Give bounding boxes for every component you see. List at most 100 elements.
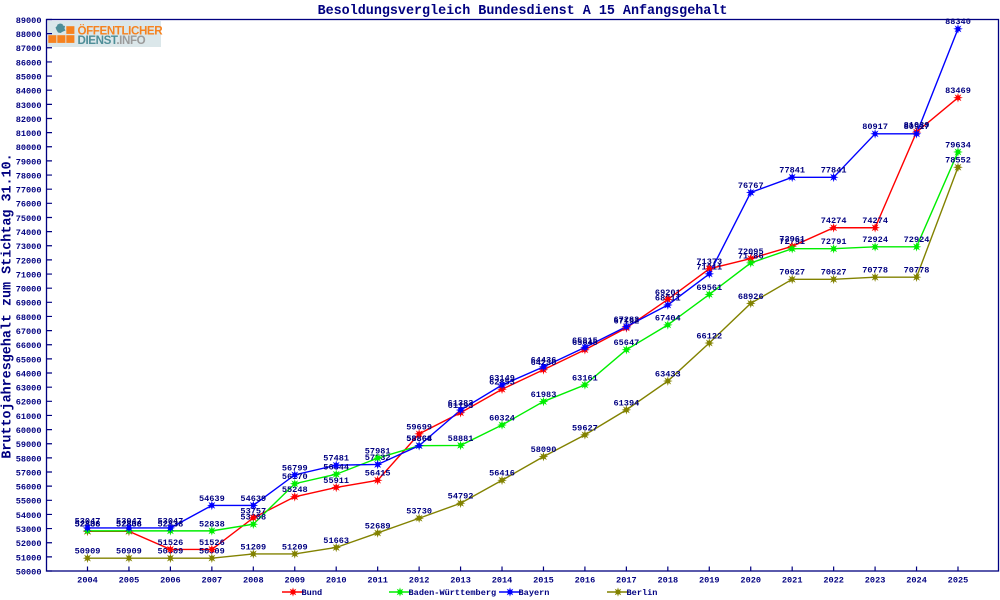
svg-text:57481: 57481: [323, 454, 349, 464]
svg-text:56000: 56000: [16, 483, 42, 493]
svg-text:66000: 66000: [16, 341, 42, 351]
svg-text:66122: 66122: [696, 331, 722, 341]
svg-text:2006: 2006: [160, 576, 181, 586]
svg-text:55248: 55248: [282, 485, 308, 495]
svg-text:Bayern: Bayern: [519, 588, 550, 598]
svg-text:60324: 60324: [489, 413, 515, 423]
svg-text:53000: 53000: [16, 525, 42, 535]
svg-text:51526: 51526: [199, 538, 225, 548]
svg-text:65000: 65000: [16, 355, 42, 365]
svg-text:2004: 2004: [77, 576, 98, 586]
svg-text:51663: 51663: [323, 536, 349, 546]
svg-text:80917: 80917: [904, 122, 930, 132]
svg-text:56799: 56799: [282, 463, 308, 473]
svg-text:2009: 2009: [284, 576, 305, 586]
svg-text:Baden-Württemberg: Baden-Württemberg: [409, 588, 497, 598]
svg-text:69201: 69201: [655, 288, 681, 298]
svg-text:59627: 59627: [572, 423, 598, 433]
svg-text:86000: 86000: [16, 58, 42, 68]
svg-text:72791: 72791: [821, 237, 847, 247]
svg-text:74274: 74274: [862, 216, 888, 226]
svg-text:79634: 79634: [945, 140, 971, 150]
svg-text:Bruttojahresgehalt zum Stichta: Bruttojahresgehalt zum Stichtag 31.10.: [1, 153, 16, 458]
svg-text:61000: 61000: [16, 412, 42, 422]
svg-text:2019: 2019: [699, 576, 720, 586]
svg-text:54792: 54792: [448, 492, 474, 502]
svg-text:61394: 61394: [613, 398, 639, 408]
svg-text:2011: 2011: [367, 576, 388, 586]
svg-text:59000: 59000: [16, 440, 42, 450]
svg-text:2021: 2021: [782, 576, 803, 586]
svg-text:65647: 65647: [613, 338, 639, 348]
svg-text:Bund: Bund: [302, 588, 323, 598]
svg-text:74274: 74274: [821, 216, 847, 226]
svg-text:63161: 63161: [572, 373, 598, 383]
svg-text:64436: 64436: [531, 355, 557, 365]
svg-text:51526: 51526: [158, 538, 184, 548]
svg-text:2016: 2016: [575, 576, 596, 586]
svg-text:52000: 52000: [16, 539, 42, 549]
svg-text:53047: 53047: [116, 516, 142, 526]
svg-text:DIENST.INFO: DIENST.INFO: [78, 34, 146, 47]
svg-text:70627: 70627: [779, 268, 805, 278]
svg-text:70627: 70627: [821, 268, 847, 278]
svg-text:58881: 58881: [448, 434, 474, 444]
svg-text:72924: 72924: [862, 235, 888, 245]
svg-text:2012: 2012: [409, 576, 430, 586]
svg-text:2018: 2018: [658, 576, 679, 586]
svg-text:63000: 63000: [16, 384, 42, 394]
svg-text:82000: 82000: [16, 115, 42, 125]
svg-text:54639: 54639: [199, 494, 225, 504]
svg-text:2024: 2024: [906, 576, 927, 586]
svg-text:51209: 51209: [240, 542, 266, 552]
svg-text:2013: 2013: [450, 576, 471, 586]
svg-text:74000: 74000: [16, 228, 42, 238]
svg-text:58864: 58864: [406, 434, 432, 444]
svg-text:55911: 55911: [323, 476, 349, 486]
svg-text:58090: 58090: [531, 445, 557, 455]
svg-text:61383: 61383: [448, 398, 474, 408]
svg-text:77000: 77000: [16, 186, 42, 196]
svg-text:83000: 83000: [16, 101, 42, 111]
svg-text:81000: 81000: [16, 129, 42, 139]
svg-text:67282: 67282: [613, 315, 639, 325]
svg-text:88000: 88000: [16, 30, 42, 40]
svg-text:2017: 2017: [616, 576, 637, 586]
svg-text:68926: 68926: [738, 292, 764, 302]
svg-text:51209: 51209: [282, 542, 308, 552]
svg-text:63433: 63433: [655, 369, 681, 379]
svg-text:ÖFFENTLICHER: ÖFFENTLICHER: [78, 25, 164, 38]
svg-text:80000: 80000: [16, 143, 42, 153]
svg-text:81039: 81039: [904, 120, 930, 130]
svg-text:57000: 57000: [16, 468, 42, 478]
svg-text:54639: 54639: [240, 494, 266, 504]
svg-text:2005: 2005: [119, 576, 140, 586]
svg-text:62000: 62000: [16, 398, 42, 408]
svg-text:50000: 50000: [16, 567, 42, 577]
svg-text:88340: 88340: [945, 17, 971, 27]
svg-text:72095: 72095: [738, 247, 764, 257]
svg-text:67000: 67000: [16, 327, 42, 337]
svg-text:53047: 53047: [158, 516, 184, 526]
svg-text:76767: 76767: [738, 181, 764, 191]
svg-text:2007: 2007: [202, 576, 223, 586]
svg-text:57981: 57981: [365, 447, 391, 457]
svg-text:69561: 69561: [696, 283, 722, 293]
svg-text:55000: 55000: [16, 497, 42, 507]
svg-text:2014: 2014: [492, 576, 513, 586]
svg-text:63149: 63149: [489, 373, 515, 383]
svg-text:71000: 71000: [16, 270, 42, 280]
svg-text:80917: 80917: [862, 122, 888, 132]
svg-text:51000: 51000: [16, 553, 42, 563]
svg-text:79000: 79000: [16, 157, 42, 167]
svg-text:64000: 64000: [16, 369, 42, 379]
svg-text:2015: 2015: [533, 576, 554, 586]
svg-text:67192: 67192: [613, 316, 639, 326]
svg-text:72000: 72000: [16, 256, 42, 266]
svg-text:70778: 70778: [862, 266, 888, 276]
svg-text:53730: 53730: [406, 507, 432, 517]
svg-text:56415: 56415: [365, 469, 391, 479]
svg-text:77841: 77841: [821, 166, 847, 176]
svg-text:69000: 69000: [16, 299, 42, 309]
svg-text:72924: 72924: [904, 235, 930, 245]
